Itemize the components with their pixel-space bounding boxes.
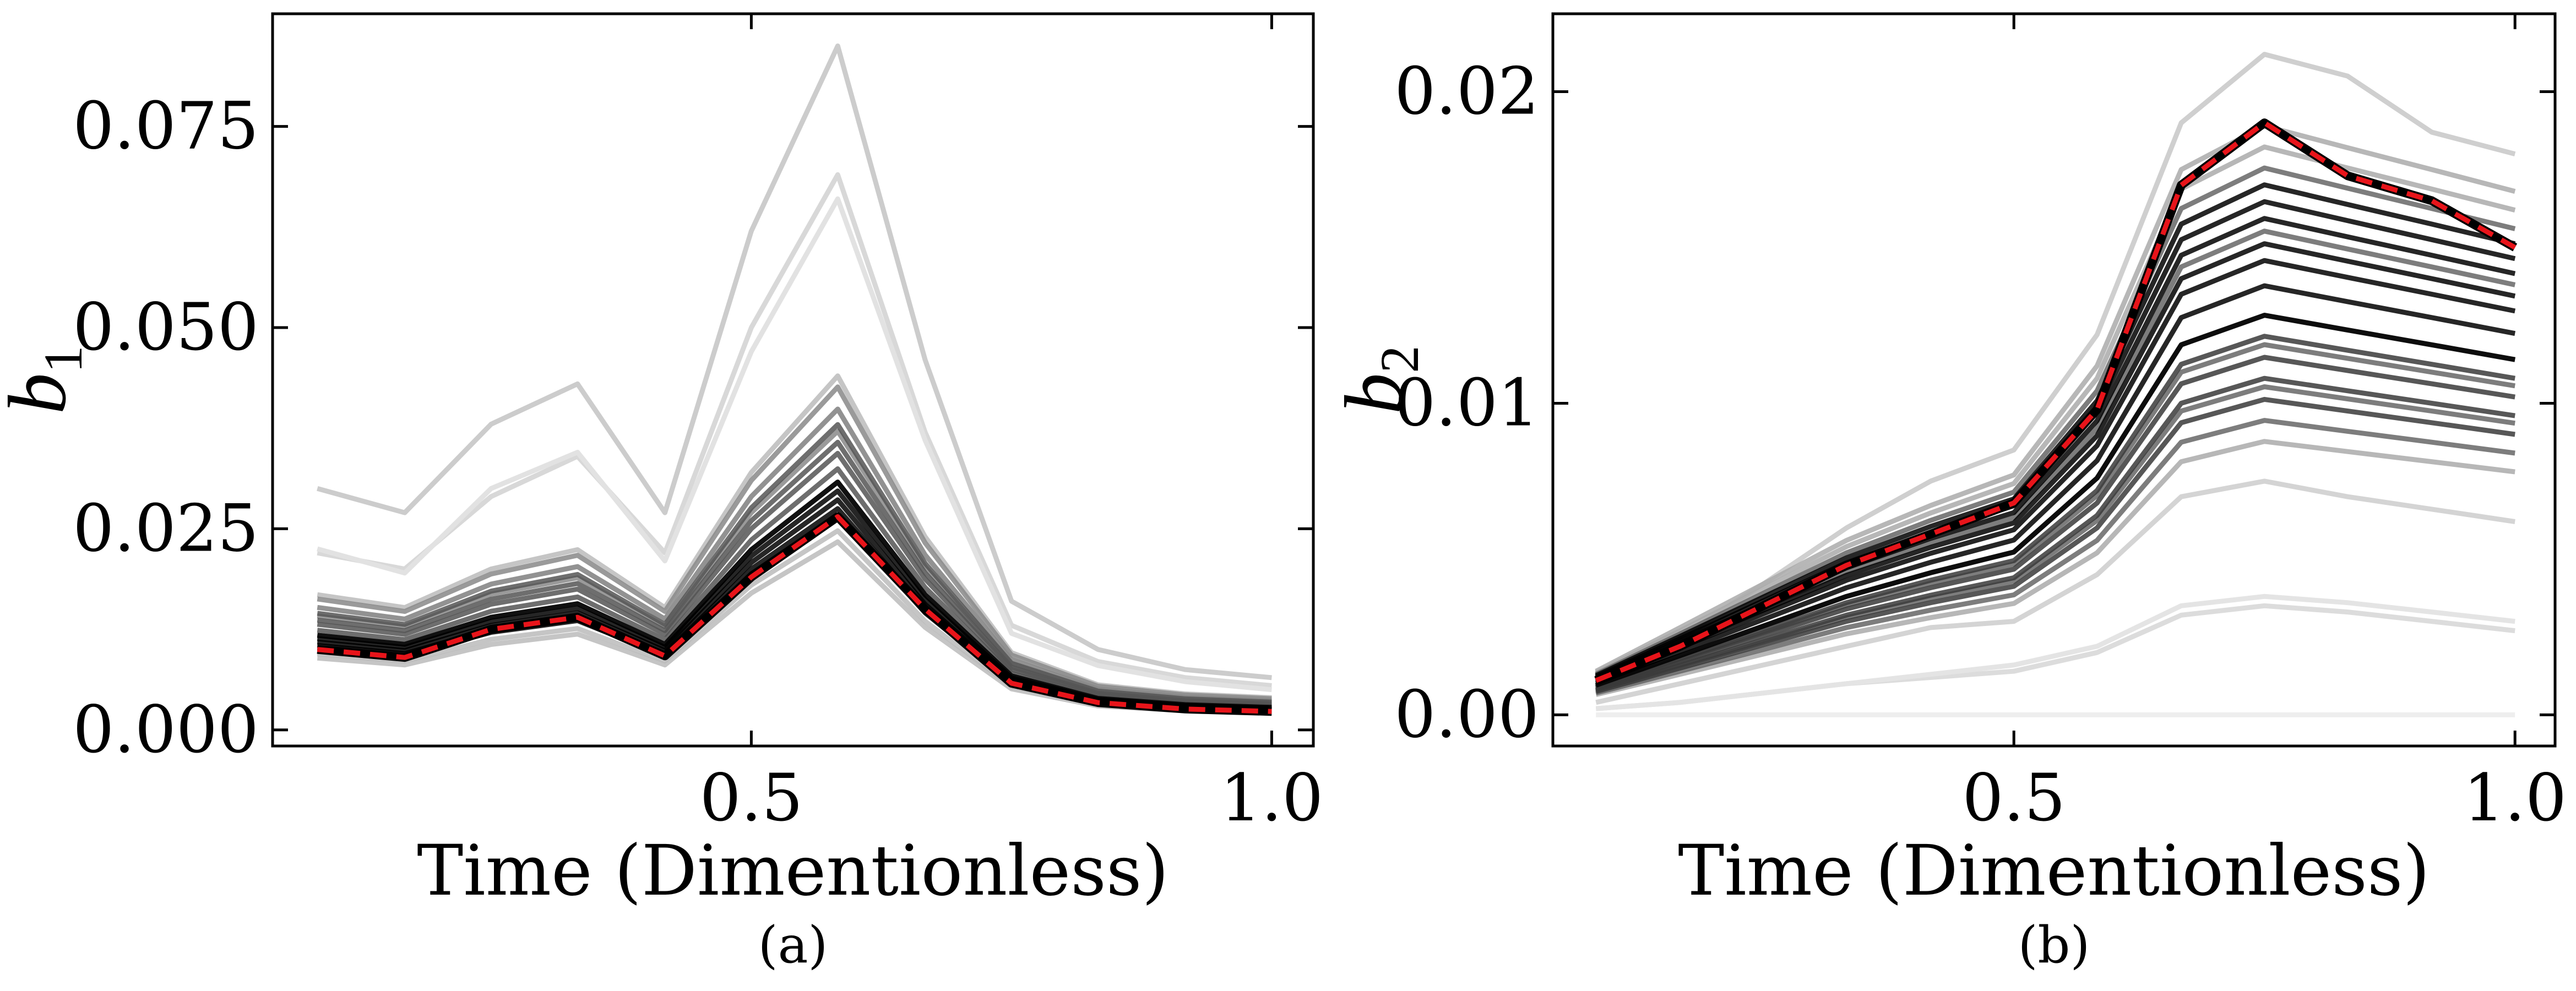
panel-a-series-dark-gray-ensemble-4	[317, 422, 1272, 705]
panel-b-caption: (b)	[2018, 916, 2090, 974]
panel-b-xtick-label-1: 1.0	[2463, 760, 2567, 836]
panel-b-x-tick-labels: 0.5 1.0	[1962, 760, 2567, 836]
panel-a-y-tick-labels: 0.000 0.025 0.050 0.075	[73, 88, 259, 767]
panel-b-axes-frame	[1551, 12, 2557, 748]
panel-a-series-group	[317, 43, 1272, 716]
svg-text:b1: b1	[0, 346, 94, 415]
panel-b-series-dark-gray-ensemble-3	[1595, 334, 2515, 689]
panel-b-series-dark-gray-ensemble-0	[1595, 396, 2515, 694]
panel-a-plot-area	[271, 12, 1315, 748]
panel-a-ytick-label-3: 0.075	[73, 88, 259, 164]
panel-a-outlier-series-1	[317, 172, 1272, 688]
panel-a-chart: 0.000 0.025 0.050 0.075 0.5 1.0 Time (Diment…	[0, 12, 1324, 974]
panel-b-reference-series	[1595, 120, 2517, 683]
panel-b-xtick-label-0: 0.5	[1962, 760, 2066, 836]
panel-b-ytick-label-2: 0.02	[1394, 53, 1539, 129]
panel-b-tick-marks	[1553, 14, 2555, 746]
panel-b-y-axis-subscript: 2	[1369, 346, 1430, 373]
panel-b-plot-area	[1551, 12, 2557, 748]
panel-a-outlier-series-0	[317, 43, 1272, 680]
panel-a-y-axis-symbol: b	[0, 373, 83, 415]
panel-a-axes-frame	[271, 12, 1315, 748]
panel-a-reference-series	[317, 514, 1272, 714]
panel-b-series-black-ensemble-2	[1595, 258, 2516, 684]
panel-a-y-axis-label: b1	[0, 346, 94, 415]
panel-a-outlier-series-2	[317, 196, 1272, 693]
panel-b-outlier-series-1	[1595, 478, 2515, 705]
panel-b-outlier-series-3	[1595, 593, 2515, 711]
panel-b-series-light-gray-ensemble-2	[1595, 123, 2516, 674]
panel-a-xtick-label-1: 1.0	[1220, 760, 1324, 836]
panel-b-series-medium-gray-ensemble-4	[1595, 165, 2516, 677]
panel-b-ytick-label-1: 0.01	[1394, 364, 1539, 440]
panel-b-series-light-gray-ensemble-1	[1595, 144, 2516, 676]
panel-b-series-dark-gray-ensemble-2	[1595, 355, 2515, 691]
panel-a-tick-marks	[273, 14, 1313, 746]
panel-a-ytick-label-0: 0.000	[73, 691, 259, 767]
panel-b-x-axis-label: Time (Dimentionless)	[1678, 830, 2430, 911]
panel-a-x-axis-label: Time (Dimentionless)	[417, 830, 1169, 911]
panel-b-series-light-gray-ensemble-0	[1595, 439, 2515, 697]
panel-b-chart: 0.00 0.01 0.02 0.5 1.0 Time (Dimentionless)…	[1328, 12, 2567, 974]
svg-text:b2: b2	[1328, 346, 1430, 415]
panel-a-series-medium-gray-ensemble-2	[317, 384, 1272, 701]
panel-a-x-tick-labels: 0.5 1.0	[700, 760, 1324, 836]
panel-a-caption: (a)	[758, 916, 828, 974]
panel-a-ytick-label-1: 0.025	[73, 490, 259, 566]
panel-b-y-axis-symbol: b	[1328, 373, 1420, 415]
panel-b-y-axis-label: b2	[1328, 346, 1430, 415]
panel-a-xtick-label-0: 0.5	[700, 760, 803, 836]
panel-a-y-axis-subscript: 1	[32, 346, 94, 373]
panel-a-ytick-label-2: 0.050	[73, 289, 259, 365]
panel-b-series-black-ensemble-0	[1595, 313, 2515, 688]
panel-b-series-group	[1594, 52, 2518, 717]
panel-b-ytick-label-0: 0.00	[1394, 676, 1539, 752]
panel-b-series-black-ensemble-1	[1595, 283, 2516, 685]
panel-b-y-tick-labels: 0.00 0.01 0.02	[1394, 53, 1539, 752]
panel-b-series-medium-gray-ensemble-0	[1595, 418, 2515, 696]
panel-b-series-dark-gray-ensemble-1	[1595, 375, 2515, 693]
